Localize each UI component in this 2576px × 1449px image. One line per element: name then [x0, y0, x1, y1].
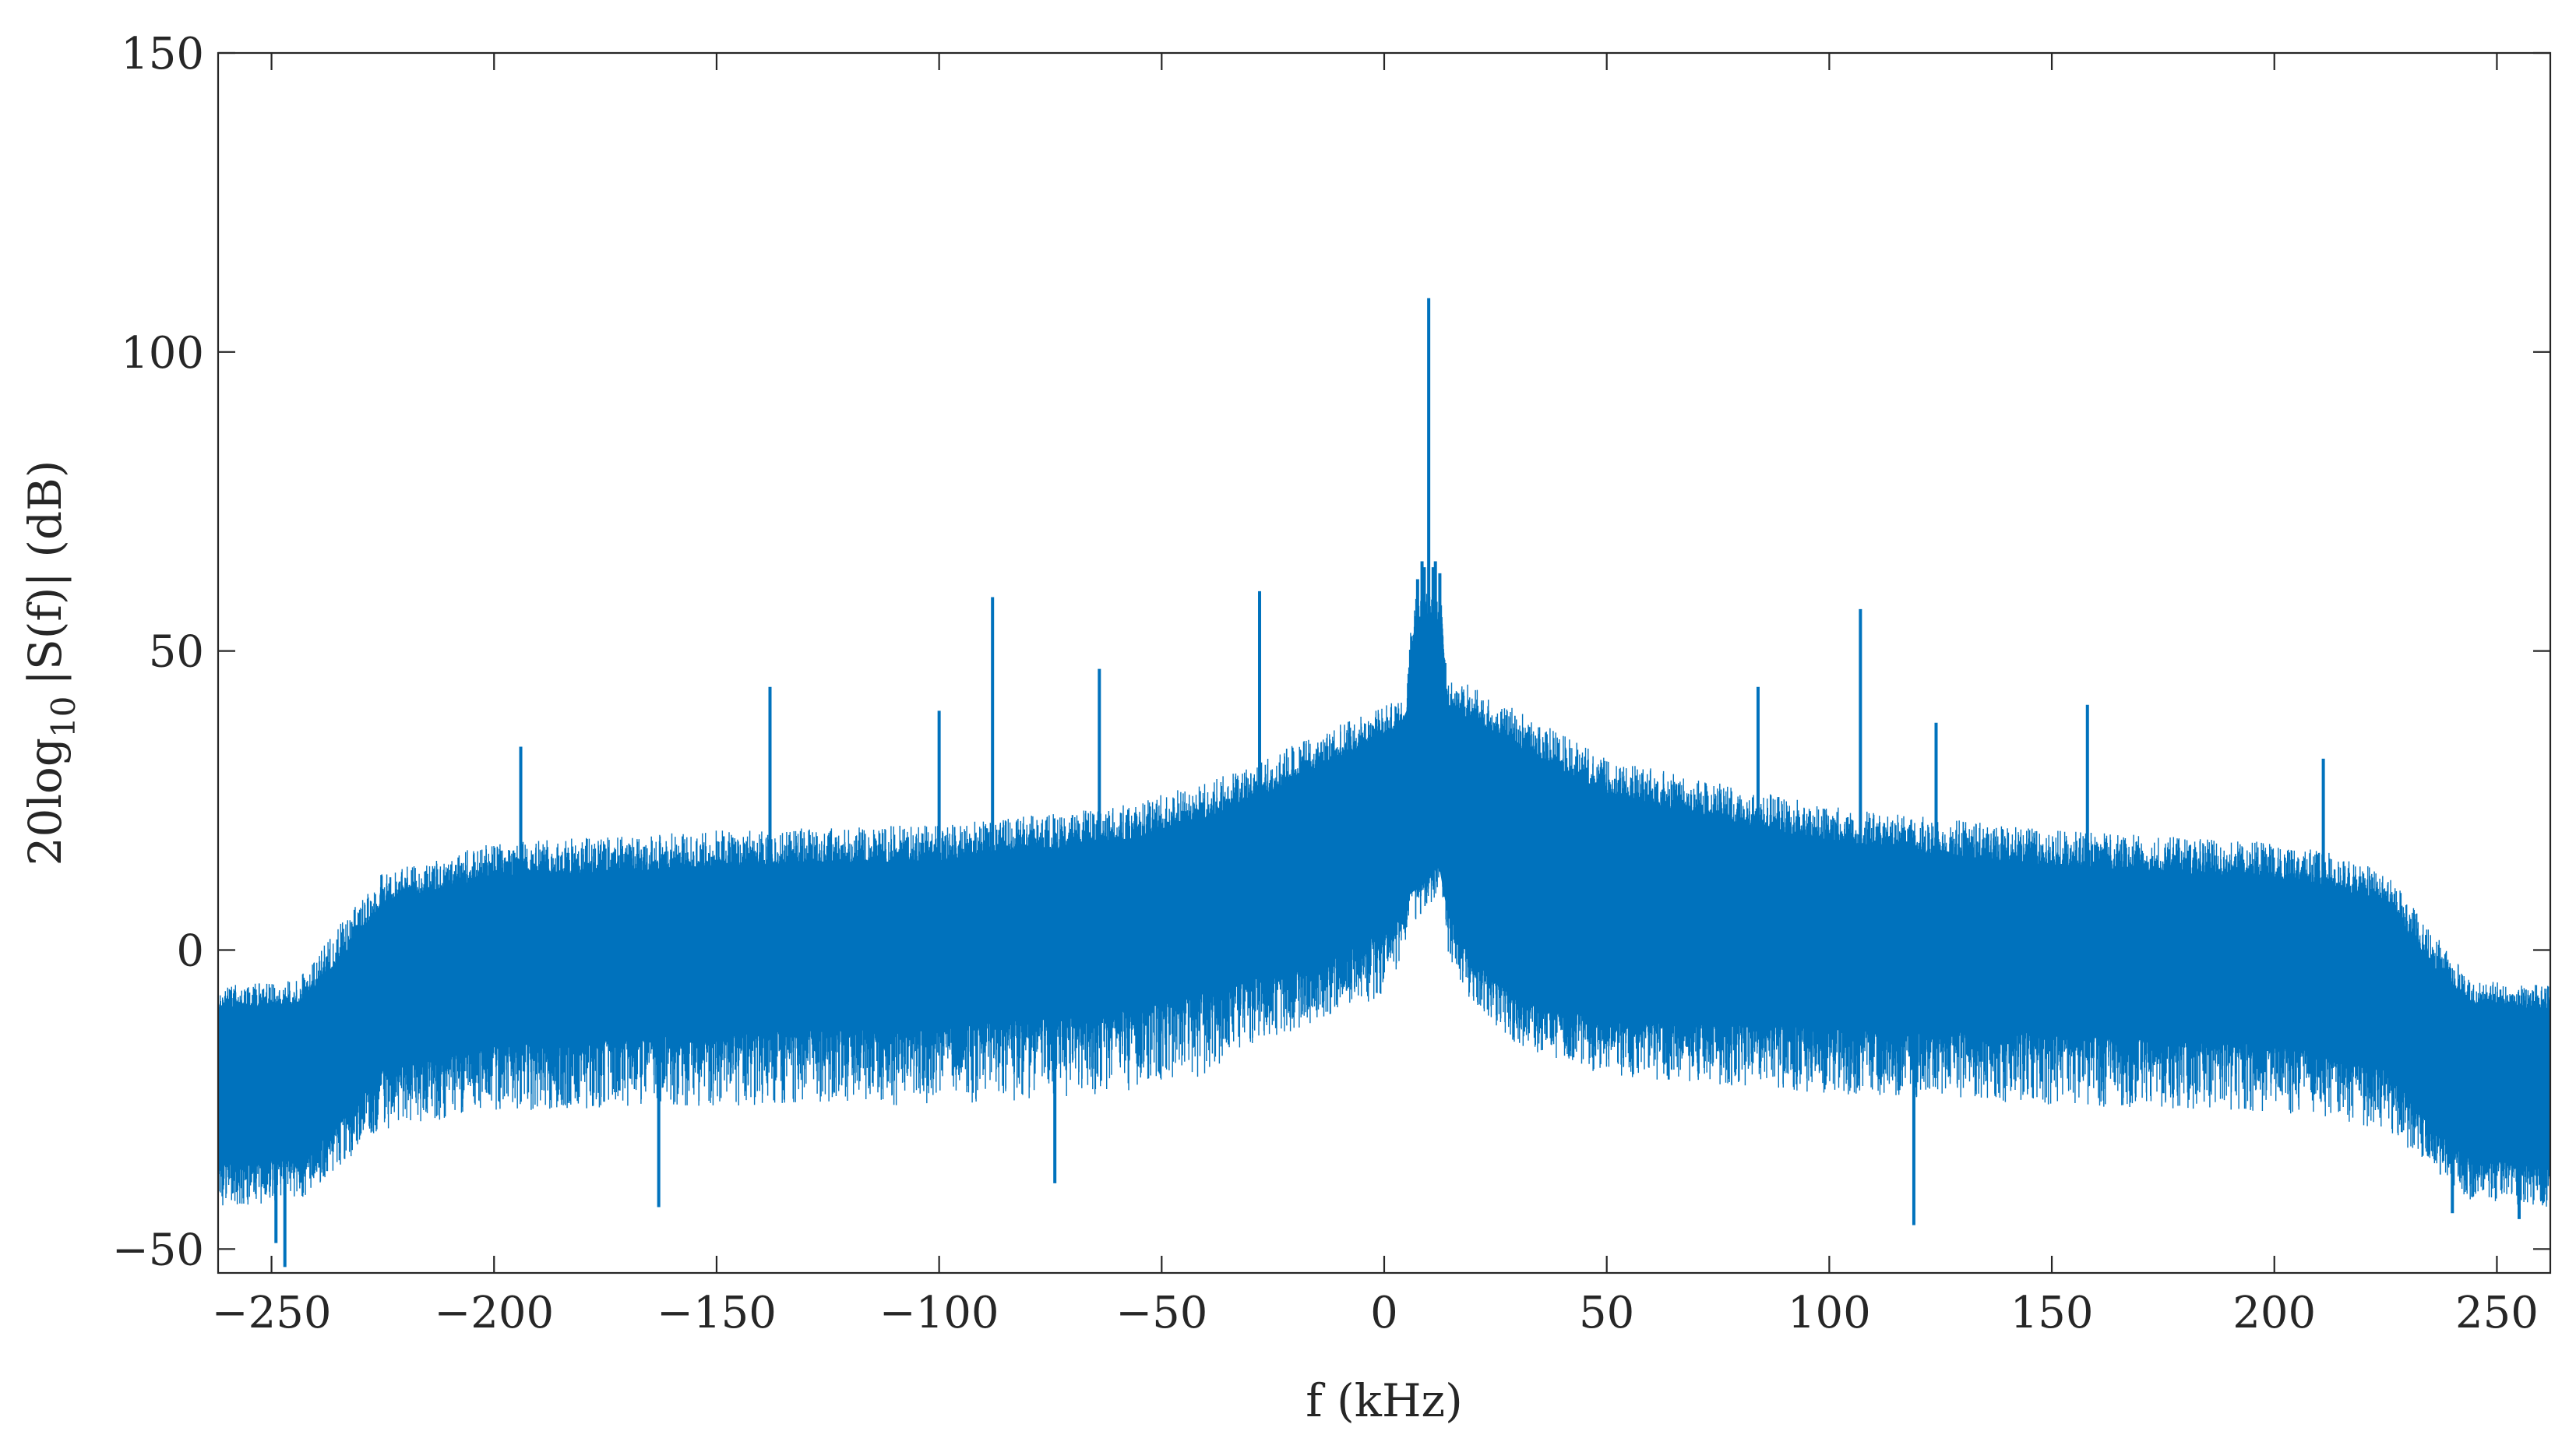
x-tick-label: −250	[212, 1288, 332, 1338]
x-tick-label: 200	[2232, 1288, 2316, 1338]
y-tick-label: −50	[112, 1225, 204, 1275]
x-tick-label: 250	[2455, 1288, 2539, 1338]
series-layer	[218, 298, 2550, 1267]
x-tick-label: 100	[1788, 1288, 1871, 1338]
x-tick-label: −150	[657, 1288, 777, 1338]
x-tick-label: −50	[1115, 1288, 1207, 1338]
x-tick-label: −100	[879, 1288, 999, 1338]
y-tick-label: 100	[121, 328, 204, 379]
x-tick-label: 0	[1370, 1288, 1398, 1338]
x-tick-label: −200	[434, 1288, 554, 1338]
tick-layer: −250 −200 −150 −100 −50 0 50 100 150 200 250 −50 0 50…	[112, 29, 2550, 1338]
x-axis-label: f (kHz)	[1306, 1374, 1462, 1427]
y-tick-label: 50	[149, 627, 204, 678]
x-tick-label: 150	[2010, 1288, 2094, 1338]
y-axis-label-suffix: |S(f)| (dB)	[19, 460, 72, 686]
series-noise-trace	[218, 591, 2550, 1207]
y-axis-label-subscript: 10	[44, 696, 83, 738]
y-axis-label-prefix: 20log	[19, 738, 72, 866]
y-tick-label: 0	[176, 925, 204, 976]
y-axis-label: 20log10 |S(f)| (dB)	[19, 460, 83, 866]
y-tick-label: 150	[121, 29, 204, 79]
x-tick-label: 50	[1579, 1288, 1634, 1338]
